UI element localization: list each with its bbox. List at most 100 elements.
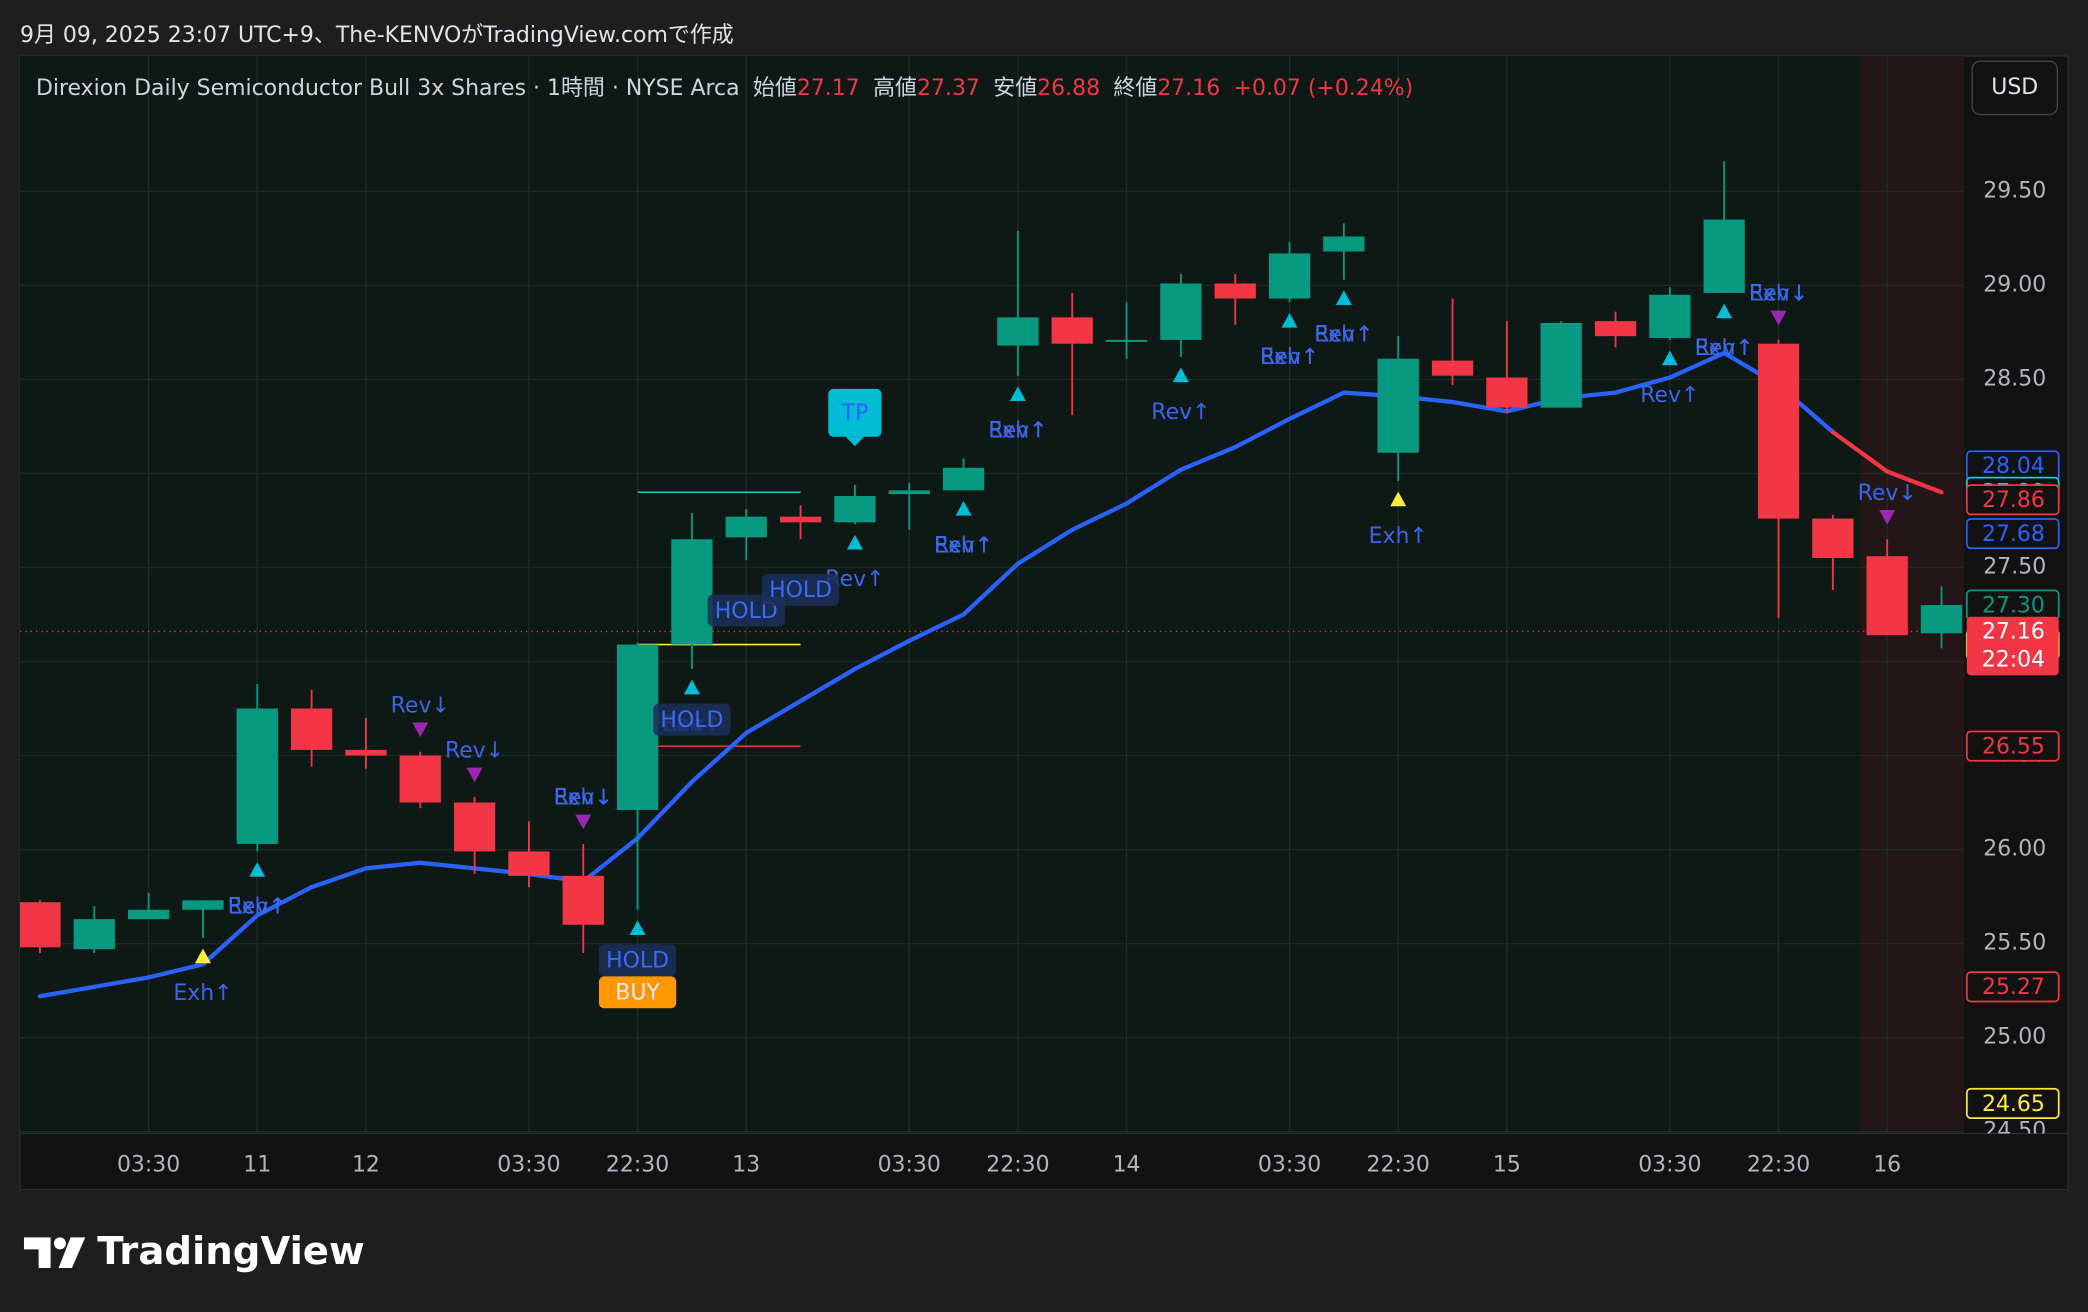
currency-button[interactable] <box>1971 60 2059 116</box>
candle-body <box>616 644 659 811</box>
candle-body <box>834 495 876 523</box>
price-label: 28.04 <box>1982 454 2045 479</box>
x-tick-label: 13 <box>732 1152 760 1177</box>
signal-box-label: HOLD <box>606 949 669 974</box>
candle-body <box>1812 518 1854 559</box>
ma-line-segment <box>1124 467 1184 506</box>
signal-marker <box>1661 350 1678 366</box>
signal-label: Rev↑ <box>988 419 1047 444</box>
price-label: 25.27 <box>1982 975 2045 1000</box>
symbol-legend: Direxion Daily Semiconductor Bull 3x Sha… <box>36 76 1413 101</box>
x-tick-label: 11 <box>243 1152 271 1177</box>
signal-label: Exh↑ <box>1695 336 1754 361</box>
ohlc-value: 27.37 <box>917 76 980 101</box>
ma-line-segment <box>255 885 314 918</box>
ma-line-segment <box>744 698 803 736</box>
signal-label: Rev↓ <box>1749 282 1808 307</box>
signal-label: Rev↓ <box>445 739 504 764</box>
signal-label: Exh↑ <box>173 981 232 1006</box>
x-tick-label: 15 <box>1493 1152 1521 1177</box>
signal-box-label: HOLD <box>769 578 832 603</box>
candle-body <box>1051 317 1093 344</box>
candle-body <box>290 708 333 750</box>
y-tick-label: 29.00 <box>1983 272 2046 297</box>
candle-body <box>127 909 170 920</box>
signal-label: Rev↓ <box>1858 481 1917 506</box>
signal-label: Exh↓ <box>554 786 613 811</box>
y-tick-label: 24.50 <box>1983 1119 2046 1144</box>
signal-label: Rev↑ <box>934 533 993 558</box>
signal-box-pointer <box>845 436 865 447</box>
signal-marker <box>1335 290 1352 306</box>
signal-marker <box>575 814 592 830</box>
ma-line-segment <box>200 913 260 967</box>
y-tick-label: 28.50 <box>1983 366 2046 391</box>
x-tick-label: 03:30 <box>1638 1152 1701 1177</box>
ma-line-segment <box>1070 501 1129 532</box>
ma-line-segment <box>1015 527 1075 566</box>
signal-label: Rev↑ <box>1151 400 1210 425</box>
signal-box <box>598 944 677 977</box>
candle-body <box>1594 321 1637 337</box>
candle-body <box>671 539 713 645</box>
price-label-box <box>1965 1087 2060 1119</box>
candle-body <box>1649 294 1691 339</box>
ma-line-segment <box>1830 429 1890 474</box>
x-tick-label: 12 <box>352 1152 380 1177</box>
candle-body <box>997 317 1039 346</box>
signal-label: Rev↓ <box>391 693 450 718</box>
signal-box <box>653 703 731 736</box>
price-label: 26.55 <box>1982 734 2045 759</box>
signal-box <box>761 573 840 606</box>
candle-body <box>1268 253 1311 299</box>
ma-line-segment <box>635 779 695 841</box>
ma-line-segment <box>852 638 912 672</box>
ma-line-segment <box>363 860 423 871</box>
candle-body <box>779 516 822 523</box>
x-tick-label: 03:30 <box>117 1152 180 1177</box>
candle-body <box>942 467 985 491</box>
y-tick-label: 27.50 <box>1983 554 2046 579</box>
candle-body <box>1431 360 1474 376</box>
plot: Exh↑Rev↑Exh↑Rev↓Rev↓Rev↓Exh↓Rev↑Exh↑Rev↑… <box>19 55 1965 1134</box>
ma-line-segment <box>1287 390 1347 422</box>
ma-line-segment <box>581 836 640 884</box>
ma-line-segment <box>309 866 369 890</box>
signal-marker <box>1879 509 1896 525</box>
candle-body <box>345 749 387 756</box>
signal-marker <box>1716 303 1733 319</box>
currency-label[interactable]: USD <box>1991 75 2038 100</box>
x-tick-label: 22:30 <box>1367 1152 1430 1177</box>
candle-body <box>236 708 278 844</box>
signal-box-label: BUY <box>615 981 660 1006</box>
candle-body <box>399 755 441 803</box>
price-label-box <box>1965 484 2060 516</box>
ohlc-label: 高値 <box>873 76 917 101</box>
ma-line-segment <box>961 561 1021 617</box>
change-value: +0.07 (+0.24%) <box>1234 76 1414 101</box>
candle-body <box>888 490 930 495</box>
ma-line-segment <box>1450 399 1510 414</box>
y-tick-label: 26.00 <box>1983 837 2046 862</box>
ma-line-segment <box>1233 416 1292 450</box>
ma-line-segment <box>92 975 151 989</box>
signal-label: Exh↑ <box>1314 323 1373 348</box>
candle-body <box>1214 283 1256 299</box>
ma-line-segment <box>907 612 966 643</box>
signal-marker <box>629 920 646 936</box>
signal-label: Rev↑ <box>1640 383 1699 408</box>
time-axis: 03:30 11 12 03:30 22:30 13 03:30 22:30 14 03:30 22… <box>117 1152 1901 1177</box>
ohlc-label: 終値 <box>1113 76 1157 101</box>
ma-line-segment <box>1178 444 1238 472</box>
candle-body <box>1377 358 1419 453</box>
candle-body <box>1160 283 1202 340</box>
ma-line-segment <box>689 730 749 784</box>
candle-body <box>562 875 604 925</box>
x-tick-label: 03:30 <box>497 1152 560 1177</box>
brand-name: TradingView <box>97 1229 364 1274</box>
signal-marker <box>683 679 700 695</box>
candle-body <box>1757 343 1800 519</box>
candle-body <box>1323 236 1365 252</box>
signal-label: Rev↑ <box>1314 323 1373 348</box>
